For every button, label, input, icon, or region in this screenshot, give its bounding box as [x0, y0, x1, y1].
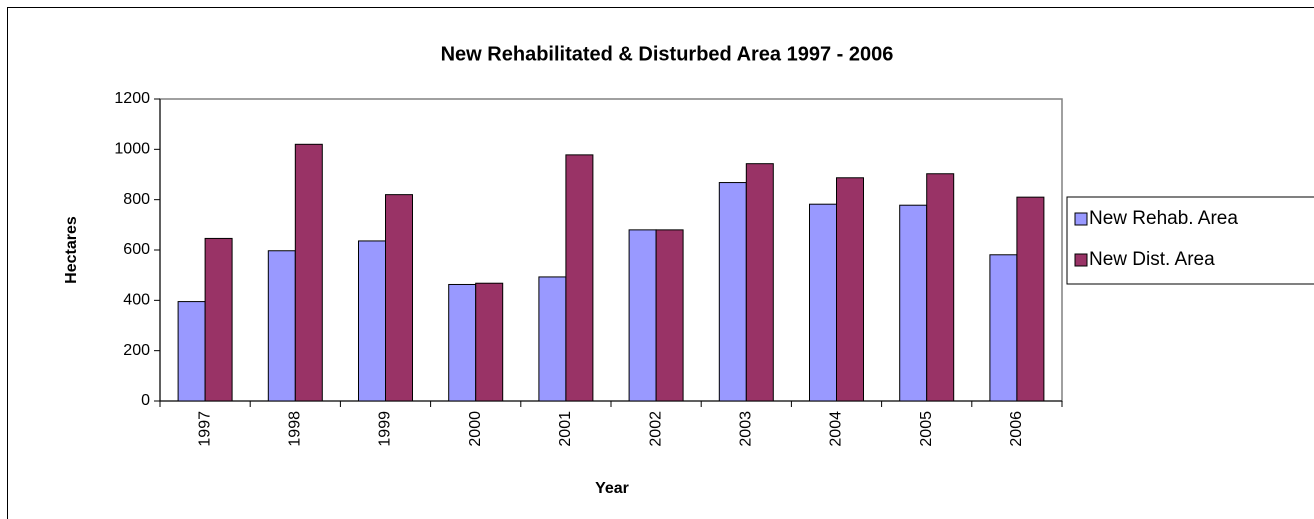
- bar: [718, 182, 747, 402]
- bar: [358, 240, 386, 402]
- y-tick-label: 1000: [114, 141, 150, 158]
- bar: [809, 203, 837, 402]
- x-tick-label: 2001: [557, 411, 574, 447]
- x-tick-label: 1998: [287, 411, 304, 447]
- bar: [565, 154, 594, 402]
- bar: [267, 250, 296, 402]
- legend-swatch: [1074, 253, 1088, 267]
- y-tick-label: 800: [123, 191, 150, 208]
- bar: [836, 177, 864, 402]
- y-tick-label: 1200: [114, 90, 150, 107]
- bar: [294, 143, 323, 402]
- x-axis-title: Year: [595, 480, 629, 497]
- x-tick-label: 2006: [1008, 411, 1025, 447]
- legend-swatch: [1074, 212, 1088, 226]
- bar: [204, 237, 233, 402]
- x-tick-label: 1999: [377, 411, 394, 447]
- x-tick-label: 2005: [918, 411, 935, 447]
- x-tick-label: 2000: [467, 411, 484, 447]
- bar: [926, 173, 955, 402]
- bar: [655, 229, 684, 402]
- bar: [475, 282, 504, 402]
- y-tick-label: 600: [123, 241, 150, 258]
- y-tick-label: 400: [123, 292, 150, 309]
- bar: [1016, 196, 1045, 402]
- bar: [385, 194, 413, 402]
- bar: [628, 229, 657, 402]
- chart-title: New Rehabilitated & Disturbed Area 1997 …: [441, 43, 894, 65]
- y-tick-label: 200: [123, 342, 150, 359]
- y-axis-title: Hectares: [63, 216, 80, 284]
- legend-label: New Rehab. Area: [1089, 208, 1238, 229]
- bar: [899, 204, 928, 402]
- bar: [538, 276, 567, 402]
- y-tick-label: 0: [141, 392, 150, 409]
- bar: [448, 283, 477, 402]
- x-tick-label: 2003: [738, 411, 755, 447]
- legend-label: New Dist. Area: [1089, 249, 1215, 270]
- x-tick-label: 2002: [647, 411, 664, 447]
- x-tick-label: 1997: [196, 411, 213, 447]
- bar: [989, 254, 1018, 402]
- legend-box: [1066, 196, 1314, 285]
- bar: [177, 301, 206, 402]
- x-tick-label: 2004: [828, 411, 845, 447]
- bar: [745, 163, 774, 402]
